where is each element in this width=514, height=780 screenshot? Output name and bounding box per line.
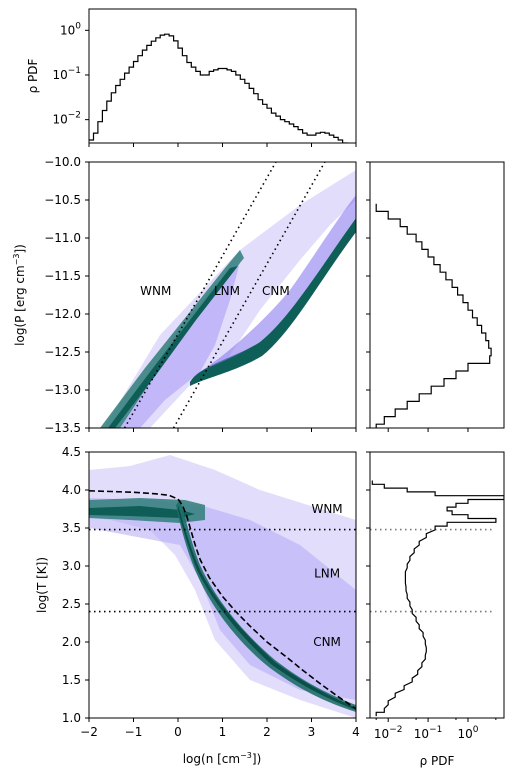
- pressure-panel-ylabel: log(P [erg cm−3]): [12, 244, 27, 346]
- pressure-heatmap: [100, 162, 356, 428]
- temperature-xtick-label: −1: [125, 725, 143, 739]
- pressure-ytick-label: −11.0: [44, 231, 81, 245]
- heatmap-medium-region: [120, 262, 240, 428]
- pressure-density-panel: −10.0 −10.5 −11.0 −11.5 −12.0 −12.5 −13.0 −13.5…: [12, 155, 357, 435]
- top-density-pdf-panel: 100 10−1 10−2 ρ PDF: [26, 8, 357, 147]
- top-ytick-label: 100: [60, 21, 81, 37]
- right-temperature-pdf-plot: [370, 480, 504, 717]
- temperature-ytick-label: 4.0: [62, 483, 81, 497]
- top-panel-ticks: 100 10−1 10−2: [52, 21, 357, 147]
- pressure-panel-ticks: −10.0 −10.5 −11.0 −11.5 −12.0 −12.5 −13.0 −13.5: [44, 155, 357, 435]
- annotation-wnm: WNM: [311, 502, 342, 516]
- pressure-ytick-label: −11.5: [44, 269, 81, 283]
- pressure-ytick-label: −12.0: [44, 307, 81, 321]
- temperature-xtick-label: 0: [174, 725, 182, 739]
- temperature-ytick-label: 2.5: [62, 597, 81, 611]
- temperature-xtick-label: 3: [308, 725, 316, 739]
- heatmap-wnm-core: [108, 266, 238, 428]
- temperature-ytick-label: 3.5: [62, 521, 81, 535]
- right-pressure-panel-frame: [369, 161, 505, 429]
- right-pressure-pdf-step-line: [375, 203, 492, 428]
- top-panel-ylabel: ρ PDF: [26, 58, 40, 93]
- right-temperature-xtick-label: 10−1: [414, 725, 443, 741]
- top-ytick-label: 10−1: [52, 66, 81, 82]
- heatmap-cnm-edge: [190, 218, 356, 386]
- right-pressure-panel-ticks: [366, 161, 469, 432]
- temperature-xtick-label: 4: [352, 725, 360, 739]
- pressure-ytick-label: −10.5: [44, 193, 81, 207]
- heatmap-wnm-ridge: [100, 250, 244, 428]
- temperature-density-panel: 1.0 1.5 2.0 2.5 3.0 3.5 4.0 4.5 −2 −1 0 1 2 3 4 WNM LN…: [35, 445, 360, 766]
- temperature-ytick-label: 2.0: [62, 635, 81, 649]
- right-temperature-panel-xlabel: ρ PDF: [420, 754, 455, 768]
- pressure-ytick-label: −12.5: [44, 345, 81, 359]
- temperature-ytick-label: 1.0: [62, 711, 81, 725]
- right-pressure-pdf-series: [375, 203, 492, 428]
- temperature-ytick-label: 1.5: [62, 673, 81, 687]
- annotation-wnm: WNM: [140, 284, 171, 298]
- right-temperature-xtick-label: 100: [457, 725, 478, 741]
- right-pressure-pdf-panel: [366, 161, 505, 432]
- annotation-cnm: CNM: [262, 284, 290, 298]
- temperature-heatmap: [89, 455, 356, 718]
- right-temperature-pdf-panel: 10−2 10−1 100 ρ PDF: [366, 451, 505, 768]
- temperature-xtick-label: 2: [263, 725, 271, 739]
- temperature-panel-xlabel: log(n [cm−3]): [183, 751, 262, 766]
- pressure-ytick-label: −13.5: [44, 421, 81, 435]
- right-temperature-xtick-label: 10−2: [374, 725, 403, 741]
- right-temperature-panel-frame: [369, 451, 505, 719]
- top-panel-frame: [88, 8, 357, 144]
- heatmap-medium-region: [89, 498, 356, 700]
- temperature-xtick-label: 1: [219, 725, 227, 739]
- temperature-ytick-label: 4.5: [62, 445, 81, 459]
- temperature-xtick-label: −2: [80, 725, 98, 739]
- equilibrium-curve: [89, 490, 356, 710]
- right-temperature-panel-ticks: 10−2 10−1 100: [366, 451, 497, 741]
- pressure-ytick-label: −10.0: [44, 155, 81, 169]
- pressure-ytick-label: −13.0: [44, 383, 81, 397]
- annotation-cnm: CNM: [313, 635, 341, 649]
- temperature-panel-ticks: 1.0 1.5 2.0 2.5 3.0 3.5 4.0 4.5 −2 −1 0 1 2 3 4: [62, 445, 360, 739]
- top-pdf-series: [89, 33, 348, 143]
- right-temperature-pdf-series: [371, 480, 504, 717]
- temperature-panel-ylabel: log(T [K]): [35, 557, 49, 613]
- top-ytick-label: 10−2: [52, 111, 81, 127]
- annotation-lnm: LNM: [314, 567, 340, 581]
- lnm-cnm-boundary-line: [172, 162, 326, 428]
- temperature-ytick-label: 3.0: [62, 559, 81, 573]
- annotation-lnm: LNM: [214, 284, 240, 298]
- heatmap-wnm-core: [89, 506, 195, 518]
- top-pdf-step-line: [89, 33, 348, 143]
- wnm-lnm-boundary-line: [123, 162, 277, 428]
- right-temperature-pdf-step-line: [371, 480, 504, 717]
